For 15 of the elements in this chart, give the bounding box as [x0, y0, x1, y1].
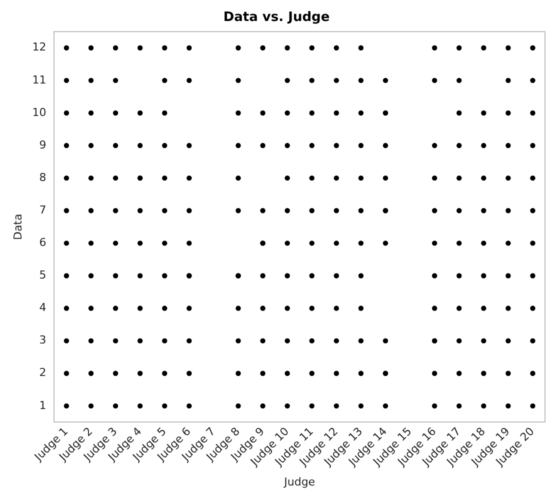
y-tick-label: 3 [39, 334, 46, 347]
y-tick-label: 10 [32, 106, 46, 119]
chart-title: Data vs. Judge [223, 10, 330, 26]
y-tick-label: 1 [39, 398, 46, 412]
y-tick-label: 7 [39, 203, 46, 216]
y-tick-label: 5 [39, 268, 46, 282]
y-tick-label: 9 [39, 138, 46, 152]
y-tick-label: 8 [39, 170, 46, 184]
y-tick-label: 6 [39, 236, 46, 250]
y-tick-label: 4 [39, 301, 46, 314]
y-tick-label: 2 [39, 366, 46, 380]
x-axis-title: Judge [283, 475, 316, 488]
y-axis-title: Data [11, 214, 24, 240]
y-tick-label: 12 [32, 40, 46, 54]
y-tick-label: 11 [32, 73, 46, 86]
